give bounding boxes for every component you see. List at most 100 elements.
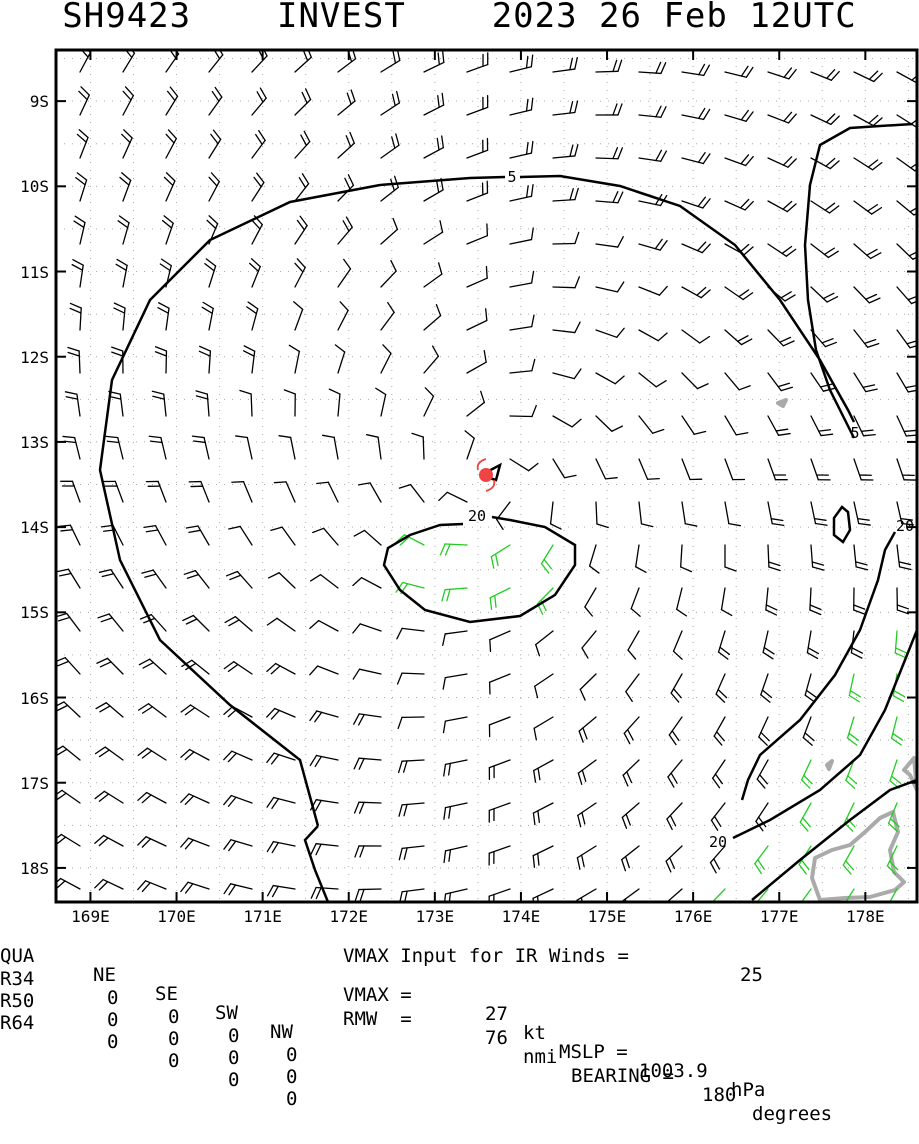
barb-flag (715, 774, 722, 783)
wind-barb (811, 244, 838, 257)
barb-flag (229, 526, 240, 529)
barb-staff (445, 674, 467, 678)
barb-flag (495, 595, 496, 607)
barb-flag (636, 567, 646, 573)
contour-label-20-south: 20 (468, 507, 486, 525)
wind-barb (639, 150, 666, 161)
wind-barb (252, 173, 264, 201)
barb-staff (489, 889, 510, 896)
barb-flag (66, 397, 77, 399)
barb-flag (570, 189, 573, 200)
barb-staff (381, 312, 394, 330)
barb-flag (437, 138, 439, 150)
barb-staff (338, 394, 340, 416)
barb-staff (621, 889, 639, 902)
wind-barb-strong (800, 803, 811, 831)
wind-barb (596, 104, 622, 115)
barb-flag (755, 864, 761, 874)
barb-flag (897, 605, 908, 609)
y-tick-label: 13S (0, 433, 49, 452)
wind-barb (854, 459, 873, 480)
table-header-se: SE (155, 985, 178, 1004)
barb-flag (68, 347, 79, 351)
barb-flag (486, 267, 487, 279)
wind-barb (80, 44, 90, 72)
barb-staff (378, 437, 381, 459)
barb-flag (741, 110, 748, 119)
barb-flag (344, 259, 351, 269)
barb-flag (590, 566, 599, 573)
wind-barb (682, 287, 710, 298)
wind-barb (317, 482, 338, 502)
barb-flag (497, 520, 503, 530)
barb-staff (64, 702, 80, 717)
barb-flag (582, 770, 585, 781)
wind-barb (585, 588, 596, 616)
barb-flag (399, 485, 410, 489)
barb-flag (532, 406, 536, 417)
barb-staff (596, 158, 618, 159)
barb-flag (168, 91, 175, 100)
wind-barb (68, 347, 80, 373)
barb-flag (301, 135, 307, 145)
barb-flag (116, 264, 126, 270)
wind-barb (580, 674, 596, 700)
row-name: R64 (0, 1014, 34, 1033)
barb-staff (725, 373, 739, 390)
barb-staff (120, 394, 123, 416)
barb-flag (570, 58, 573, 69)
barb-flag (626, 692, 632, 702)
barb-flag (444, 764, 446, 776)
barb-flag (316, 888, 321, 899)
wind-barb (354, 530, 381, 545)
barb-staff (714, 717, 725, 736)
barb-flag (850, 691, 860, 697)
wind-barb (202, 302, 213, 330)
barb-staff (578, 803, 596, 815)
wind-barb (367, 435, 381, 459)
barb-flag (100, 662, 111, 667)
barb-staff (67, 613, 80, 631)
barb-flag (256, 135, 262, 145)
barb-flag (681, 567, 692, 572)
barb-flag (57, 749, 67, 755)
barb-flag (272, 755, 279, 764)
wind-barb (138, 748, 166, 760)
barb-flag (142, 751, 151, 758)
barb-flag (353, 624, 360, 633)
barb-flag (617, 328, 624, 337)
barb-staff (317, 666, 338, 674)
barb-flag (859, 523, 871, 525)
barb-flag (335, 345, 344, 352)
contour-20-east-3 (752, 780, 917, 900)
barb-flag (399, 848, 402, 859)
wind-barb (323, 435, 338, 459)
barb-staff (62, 790, 80, 803)
barb-flag (225, 617, 235, 623)
barb-staff (596, 201, 618, 203)
barb-flag (307, 46, 311, 57)
barb-flag (854, 605, 865, 609)
wind-barb (553, 58, 577, 72)
wind-barb (497, 502, 510, 529)
barb-flag (329, 389, 340, 394)
barb-staff (854, 201, 872, 214)
barb-staff (360, 669, 381, 674)
barb-staff (810, 588, 811, 610)
wind-barb (490, 674, 510, 694)
barb-staff (759, 717, 768, 737)
barb-staff (316, 844, 338, 846)
barb-flag (769, 567, 780, 571)
barb-flag (395, 176, 399, 187)
barb-staff (596, 502, 597, 524)
barb-flag (580, 689, 585, 700)
wind-barb (489, 889, 510, 908)
barb-flag (181, 882, 188, 891)
barb-flag (570, 102, 573, 113)
barb-flag (849, 696, 859, 702)
barb-staff (897, 459, 904, 480)
barb-flag (551, 524, 561, 529)
barb-flag (714, 859, 720, 869)
barb-flag (572, 419, 581, 427)
barb-flag (575, 232, 579, 243)
